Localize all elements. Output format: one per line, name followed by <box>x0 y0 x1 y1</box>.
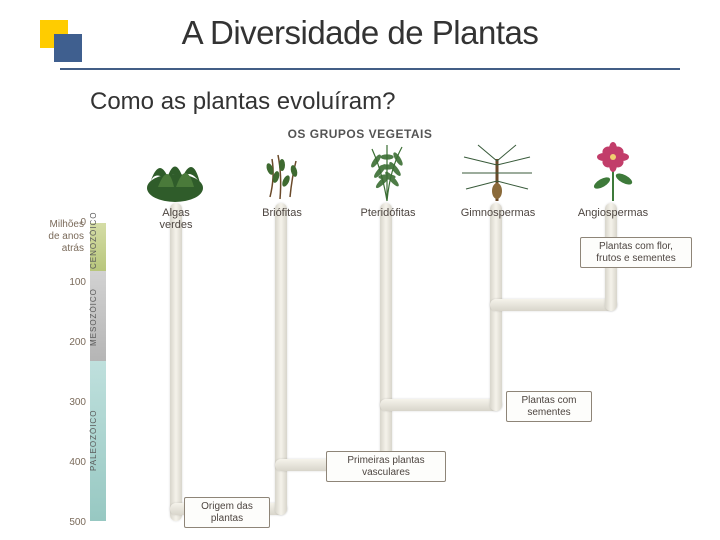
group-label-brio: Briófitas <box>252 207 312 219</box>
group-label-algas: Algas verdes <box>145 207 207 231</box>
plant-briofitas-icon <box>250 147 312 205</box>
group-label-angio: Angiospermas <box>570 207 656 219</box>
group-label-text: Algas verdes <box>159 207 192 231</box>
tick-0: 0 <box>60 217 86 228</box>
page-subtitle: Como as plantas evoluíram? <box>90 88 395 116</box>
page-title: A Diversidade de Plantas <box>0 14 720 52</box>
phylogeny-diagram: Milhões de anos atrás CENOZÓICO MESOZÓIC… <box>0 145 720 540</box>
title-rule <box>60 68 680 70</box>
tick-500: 500 <box>60 517 86 528</box>
tick-300: 300 <box>60 397 86 408</box>
node-vascular: Primeiras plantas vasculares <box>326 451 446 482</box>
group-label-gimno: Gimnospermas <box>455 207 541 219</box>
plant-angiospermas-icon <box>578 139 648 205</box>
branch-algas <box>170 203 182 521</box>
tick-400: 400 <box>60 457 86 468</box>
connector-flowers <box>490 299 617 311</box>
era-label-cenozoico: CENOZÓICO <box>89 225 107 269</box>
era-label-paleozoico: PALEOZÓICO <box>89 365 107 515</box>
node-seeds: Plantas com sementes <box>506 391 592 422</box>
group-label-pterido: Pteridófitas <box>352 207 424 219</box>
node-origin: Origem das plantas <box>184 497 270 528</box>
tick-100: 100 <box>60 277 86 288</box>
plant-algas-icon <box>140 143 210 205</box>
plant-pteridofitas-icon <box>352 141 422 205</box>
tick-200: 200 <box>60 337 86 348</box>
connector-seeds <box>380 399 502 411</box>
plant-gimnospermas-icon <box>458 139 536 205</box>
era-label-mesozoico: MESOZÓICO <box>89 275 107 359</box>
node-flowers: Plantas com flor, frutos e sementes <box>580 237 692 268</box>
branch-pteridofitas <box>380 203 392 471</box>
